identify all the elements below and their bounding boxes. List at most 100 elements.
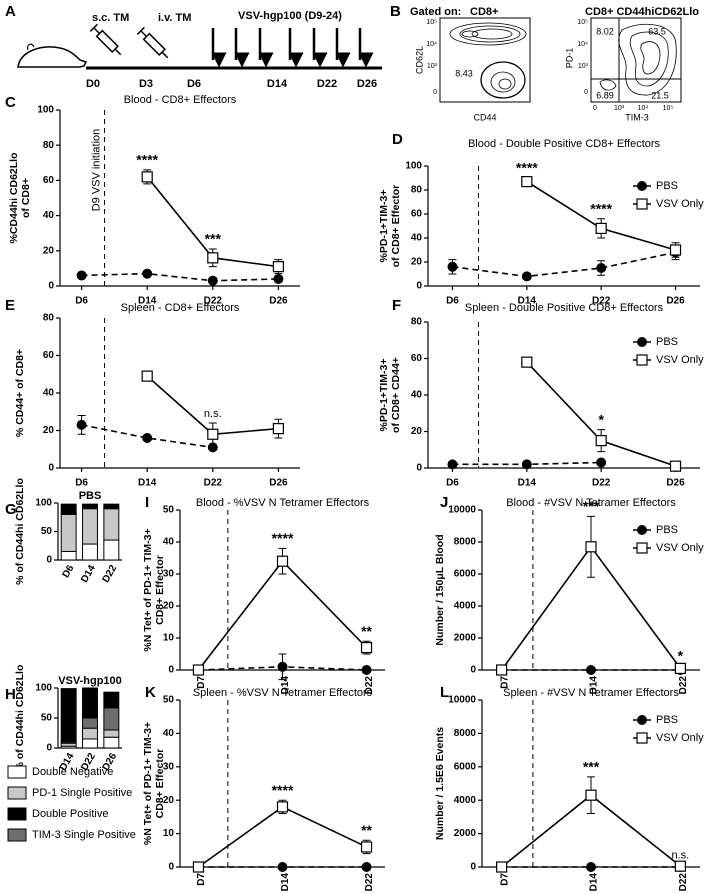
legend-label: Double Positive <box>32 808 108 820</box>
contours <box>599 23 677 96</box>
quadrant-value: 63.5 <box>648 26 666 36</box>
y-tick-label: 6000 <box>454 569 477 580</box>
y-axis-label: %PD-1+TIM-3+ <box>378 359 390 432</box>
y-tick-label: 100 <box>35 498 52 509</box>
panel-label: K <box>145 684 156 701</box>
data-point <box>585 541 597 553</box>
significance-label: **** <box>272 782 294 798</box>
x-tick-label: D14 <box>280 676 291 695</box>
x-tick-label: D22 <box>204 478 223 489</box>
plot-frame <box>439 17 531 103</box>
y-tick-label: 60 <box>411 209 423 220</box>
y-axis-label: of CD8+ Effector <box>390 185 402 268</box>
data-point <box>586 665 596 675</box>
y-tick-label: 0 <box>168 665 174 676</box>
x-tick-label: D22 <box>678 873 689 892</box>
gate-value: 8.43 <box>455 68 473 78</box>
y-tick-label: 30 <box>163 569 175 580</box>
legend-swatch <box>7 765 27 779</box>
x-tick-label: D26 <box>269 478 288 489</box>
series-line <box>452 251 676 278</box>
x-tick-label: D7 <box>196 676 207 689</box>
chart-title: Spleen - CD8+ Effectors <box>121 302 240 314</box>
legend-marker <box>637 181 647 191</box>
chart-title: Blood - %VSV N Tetramer Effectors <box>196 497 370 509</box>
data-point <box>141 171 153 183</box>
quadrant-value: 6.89 <box>596 90 614 100</box>
data-point <box>521 176 533 188</box>
bar-segment <box>82 727 98 740</box>
panel-label: A <box>5 3 16 20</box>
day-label: D6 <box>187 78 201 90</box>
plot-gate: CD8+ CD44hiCD62Llo <box>585 6 699 18</box>
significance-label: **** <box>272 530 294 546</box>
x-tick-label: D14 <box>138 478 157 489</box>
data-point <box>360 641 373 654</box>
plot-gate: CD8+ <box>470 6 498 18</box>
x-tick-label: D22 <box>592 478 611 489</box>
y-tick-label: 0 <box>46 555 52 566</box>
panel-label: H <box>5 686 16 703</box>
significance-label: *** <box>583 498 600 514</box>
tick-label: 10⁵ <box>663 105 674 112</box>
chart-title: PBS <box>79 490 102 502</box>
y-tick-label: 20 <box>43 245 55 256</box>
y-tick-label: 80 <box>43 313 55 324</box>
series-line <box>197 805 367 868</box>
significance-label: *** <box>205 231 222 247</box>
data-point <box>276 801 289 813</box>
y-axis-label: %N Tet+ of PD-1+ TIM-3+ <box>142 722 154 845</box>
plot-frame <box>590 17 682 103</box>
legend-swatch <box>7 828 27 842</box>
legend-marker <box>636 542 648 554</box>
day-label: D3 <box>139 78 153 90</box>
data-point <box>207 275 218 286</box>
data-point <box>277 661 288 672</box>
tick-label: 10⁵ <box>426 19 437 26</box>
y-axis-label: Number / 1.5E6 Events <box>434 727 446 840</box>
tick-label: 10⁴ <box>577 41 588 48</box>
data-point <box>141 370 153 382</box>
data-point <box>361 665 372 675</box>
y-tick-label: 2000 <box>454 633 477 644</box>
x-tick-label: D14 <box>589 676 600 695</box>
y-tick-label: 50 <box>163 695 175 706</box>
data-point <box>192 664 205 676</box>
data-point <box>277 862 288 872</box>
bar-segment <box>82 508 98 545</box>
y-tick-label: 4000 <box>454 601 477 612</box>
bar-segment <box>60 513 77 552</box>
data-point <box>207 428 219 440</box>
legend-label: PBS <box>656 180 678 192</box>
y-tick-label: 60 <box>43 350 55 361</box>
y-tick-label: 30 <box>163 761 175 772</box>
data-point <box>76 270 87 281</box>
y-tick-label: 20 <box>411 257 423 268</box>
x-tick-label: D26 <box>269 296 288 307</box>
x-tick-label: D26 <box>666 478 685 489</box>
data-point <box>585 789 597 801</box>
tick-label: 10⁵ <box>577 19 588 26</box>
y-tick-label: 80 <box>411 317 423 328</box>
legend-label: VSV Only <box>656 732 704 744</box>
y-tick-label: 40 <box>411 233 423 244</box>
legend-swatch <box>7 807 27 821</box>
significance-label: n.s. <box>204 408 222 420</box>
y-tick-label: 50 <box>41 526 53 537</box>
day-label: D26 <box>357 78 377 90</box>
y-tick-label: 8000 <box>454 537 477 548</box>
tick-label: 0 <box>584 89 588 96</box>
legend-label: PD-1 Single Positive <box>32 787 132 799</box>
x-tick-label: D14 <box>280 873 291 892</box>
flow-plots: Gated on: CD8+ CD8+ CD44hiCD62Llo 10⁵ 10… <box>410 6 699 122</box>
data-point <box>142 268 153 279</box>
tick-label: 10³ <box>578 63 589 70</box>
event-label: VSV-hgp100 (D9-24) <box>238 10 342 22</box>
x-tick-label: D6 <box>75 296 88 307</box>
significance-label: *** <box>583 759 600 775</box>
y-tick-label: 20 <box>163 795 175 806</box>
x-tick-label: D7 <box>196 873 207 886</box>
bar-segment <box>82 717 98 729</box>
y-tick-label: 0 <box>168 862 174 873</box>
data-point <box>276 555 289 567</box>
